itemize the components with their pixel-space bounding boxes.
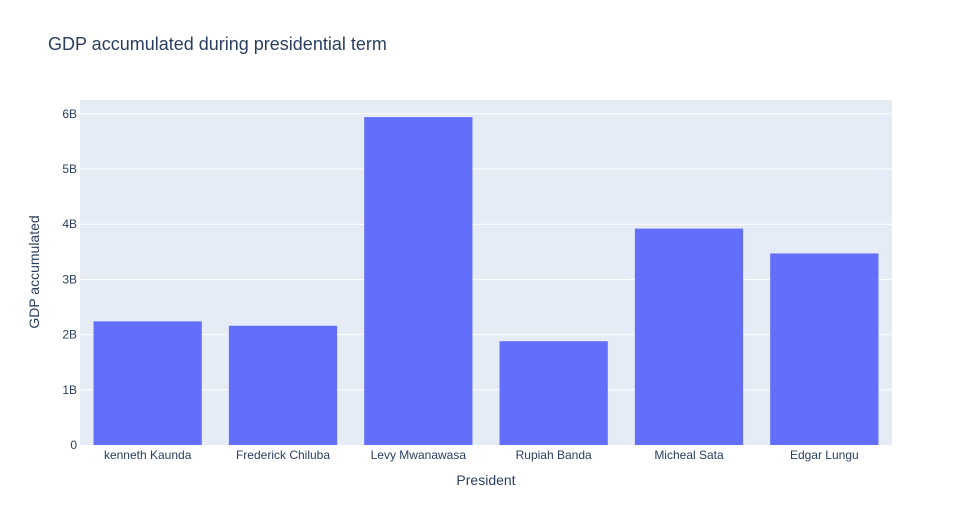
chart-title: GDP accumulated during presidential term	[48, 34, 387, 54]
x-tick-label: Rupiah Banda	[516, 448, 592, 462]
bar-frederick-chiluba	[228, 325, 338, 445]
bar-edgar-lungu	[770, 253, 879, 445]
bar-levy-mwanawasa	[364, 117, 473, 445]
bar-micheal-sata	[634, 228, 744, 445]
plot-area	[80, 100, 892, 445]
bar-kenneth-kaunda	[93, 321, 202, 445]
x-tick-label: Frederick Chiluba	[236, 448, 330, 462]
y-tick-label: 6B	[62, 107, 77, 121]
bars	[93, 117, 879, 445]
bar-rupiah-banda	[499, 341, 608, 445]
x-axis-title: President	[456, 472, 515, 488]
gridlines	[80, 113, 892, 391]
x-tick-label: kenneth Kaunda	[104, 448, 192, 462]
x-tick-label: Micheal Sata	[654, 448, 724, 462]
y-axis-ticks: 0 1B 2B 3B 4B 5B 6B	[62, 107, 77, 452]
y-tick-label: 2B	[62, 328, 77, 342]
y-tick-label: 3B	[62, 272, 77, 286]
y-axis-title: GDP accumulated	[26, 215, 42, 328]
y-tick-label: 1B	[62, 383, 77, 397]
x-tick-label: Edgar Lungu	[790, 448, 859, 462]
x-axis-ticks: kenneth Kaunda Frederick Chiluba Levy Mwan…	[104, 448, 859, 462]
y-tick-label: 0	[70, 438, 77, 452]
y-tick-label: 5B	[62, 162, 77, 176]
x-tick-label: Levy Mwanawasa	[371, 448, 467, 462]
y-tick-label: 4B	[62, 217, 77, 231]
